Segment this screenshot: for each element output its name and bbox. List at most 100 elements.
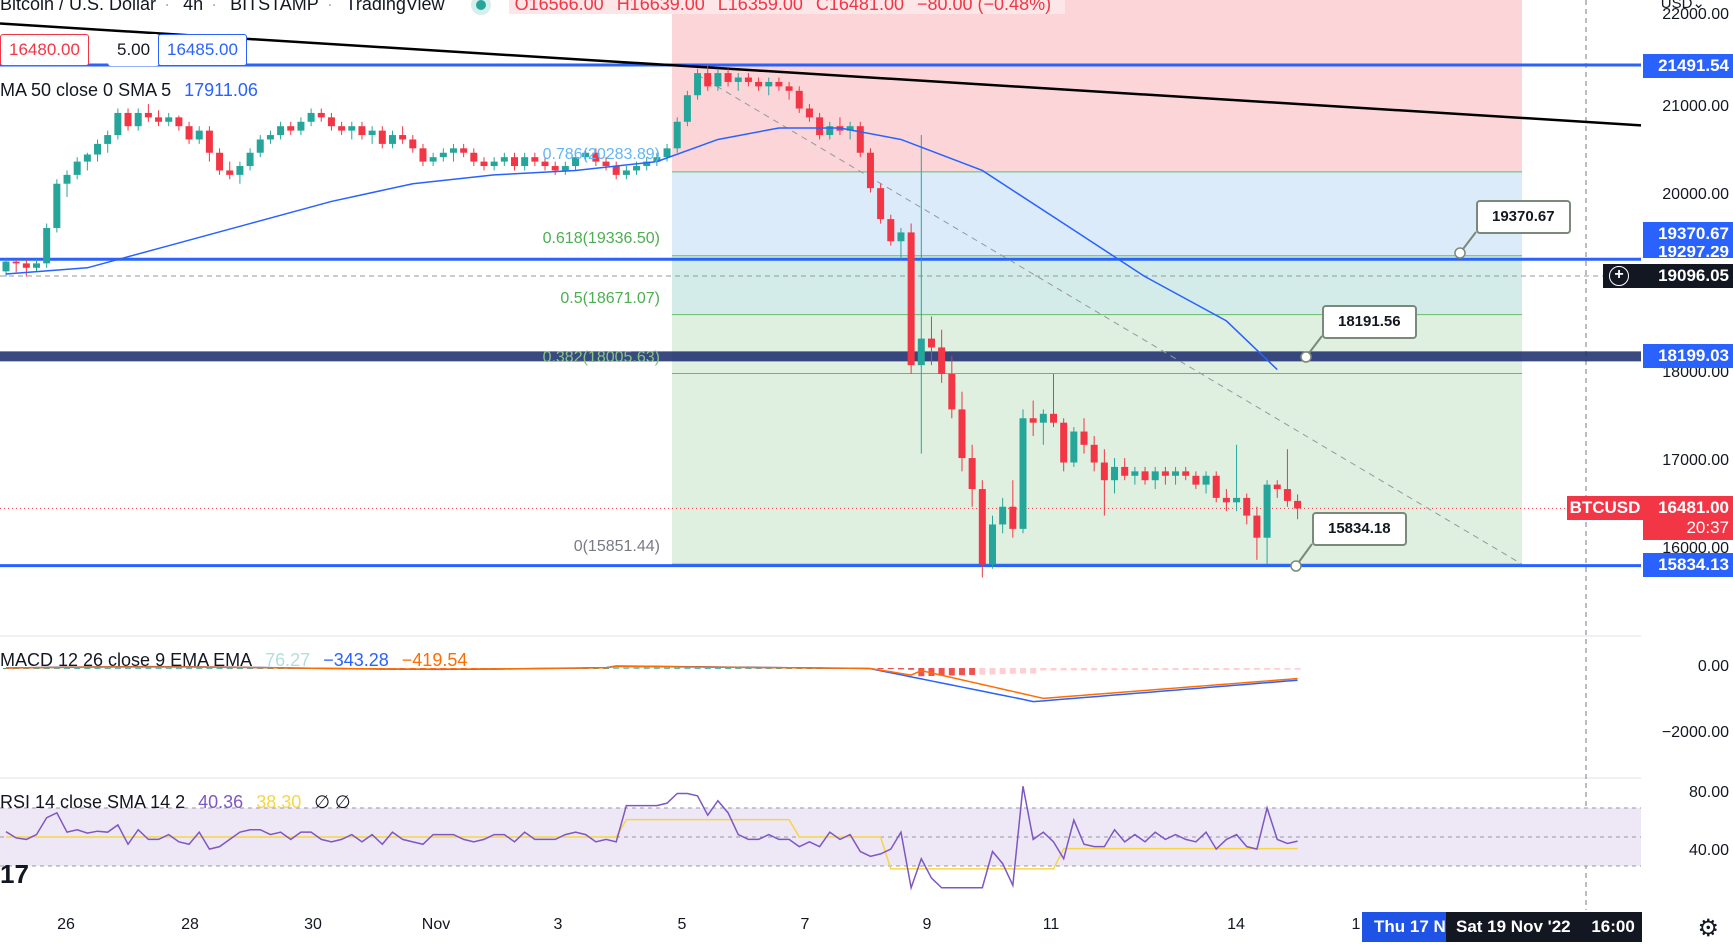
- candle-body: [175, 117, 183, 127]
- candle-body: [734, 77, 742, 82]
- macd-histogram-bar: [135, 667, 142, 669]
- macd-histogram-bar: [969, 668, 976, 675]
- fib-zone: [672, 0, 1522, 172]
- macd-histogram-bar: [1192, 668, 1199, 670]
- ma-value: 17911.06: [184, 80, 258, 100]
- candle-body: [53, 183, 61, 228]
- candle-body: [877, 188, 885, 220]
- candle-body: [856, 126, 864, 153]
- rsi-label: RSI 14 close SMA 14 2: [0, 792, 186, 812]
- macd-histogram-bar: [725, 667, 732, 669]
- candle-body: [744, 77, 752, 82]
- candle-body: [968, 458, 976, 490]
- currency-label: USD: [1660, 0, 1693, 12]
- plus-icon[interactable]: +: [1609, 266, 1629, 286]
- fib-label-0786: 0.786(20283.89): [542, 146, 660, 163]
- rsi-sma-line: [6, 818, 1298, 870]
- candle-body: [582, 152, 590, 158]
- candle-body: [612, 166, 620, 175]
- ohlc-change: −80.00 (−0.48%): [916, 0, 1052, 14]
- candle-body: [409, 139, 417, 149]
- candle-body: [785, 86, 793, 91]
- macd-histogram-bar: [1264, 668, 1271, 670]
- interval: 4h: [183, 0, 204, 14]
- candle-body: [653, 157, 661, 162]
- price-axis-label: 17000.00: [1662, 452, 1729, 469]
- price-tag-level: 21491.54: [1643, 54, 1733, 78]
- candle-body: [755, 81, 763, 87]
- time-axis-label: 30: [304, 916, 322, 933]
- candle-body: [1172, 471, 1180, 476]
- candle-body: [907, 232, 915, 366]
- candle-body: [948, 374, 956, 410]
- macd-histogram-bar: [979, 668, 986, 675]
- candle-body: [683, 95, 691, 122]
- macd-histogram-bar: [1040, 668, 1047, 671]
- candle-body: [958, 409, 966, 459]
- candle-body: [1151, 471, 1159, 481]
- candle-body: [714, 73, 722, 87]
- price-tag-level: 15834.13: [1643, 553, 1733, 577]
- macd-histogram-bar: [1009, 668, 1016, 674]
- price-callout[interactable]: 15834.18: [1312, 512, 1407, 546]
- macd-histogram-bar: [908, 668, 915, 670]
- candle-body: [826, 126, 834, 136]
- tradingview-logo[interactable]: 17: [0, 859, 29, 889]
- macd-histogram-bar: [623, 667, 630, 669]
- candle-body: [1090, 444, 1098, 463]
- candle-body: [938, 347, 946, 374]
- last-price-tag: 16481.00 20:37: [1643, 496, 1733, 540]
- macd-legend[interactable]: MACD 12 26 close 9 EMA EMA 76.27 −343.28…: [0, 650, 475, 671]
- macd-histogram-bar: [155, 667, 162, 669]
- candle-body: [1039, 413, 1047, 423]
- macd-histogram-bar: [1050, 668, 1057, 671]
- macd-histogram-bar: [53, 667, 60, 669]
- macd-histogram-bar: [999, 668, 1006, 675]
- candle-body: [1283, 489, 1291, 501]
- macd-histogram-bar: [755, 667, 762, 669]
- candle-body: [1009, 506, 1017, 529]
- buy-button[interactable]: 16485.00: [158, 34, 247, 66]
- candle-body: [348, 126, 356, 131]
- macd-histogram-bar: [216, 667, 223, 669]
- candle-body: [1131, 471, 1139, 476]
- symbol-tag: BTCUSD: [1567, 496, 1643, 520]
- sell-button[interactable]: 16480.00: [0, 34, 89, 66]
- time-axis-label: 7: [800, 916, 810, 933]
- candle-body: [358, 126, 366, 136]
- macd-histogram-bar: [145, 667, 152, 669]
- countdown: 20:37: [1686, 518, 1729, 537]
- macd-signal-value: −419.54: [401, 650, 468, 670]
- rsi-axis-label: 40.00: [1688, 842, 1729, 859]
- ohlc-close: C16481.00: [815, 0, 904, 14]
- candle-body: [592, 152, 600, 162]
- currency-selector[interactable]: USD⌄: [1661, 0, 1705, 12]
- candle-body: [724, 73, 732, 82]
- candle-body: [449, 148, 457, 153]
- candle-body: [22, 263, 30, 268]
- trend-line: [0, 22, 1642, 127]
- candle-body: [1029, 418, 1037, 423]
- macd-histogram-bar: [226, 667, 233, 669]
- macd-histogram-bar: [84, 667, 91, 669]
- candle-body: [307, 112, 315, 122]
- macd-histogram-bar: [745, 667, 752, 669]
- price-callout[interactable]: 18191.56: [1322, 305, 1417, 339]
- macd-axis-label: −2000.00: [1661, 724, 1729, 741]
- candle-body: [1253, 515, 1261, 538]
- candle-body: [704, 73, 712, 87]
- time-range-start: Thu 17 N: [1374, 917, 1446, 936]
- gear-icon[interactable]: ⚙: [1697, 915, 1719, 942]
- macd-histogram-bar: [765, 667, 772, 669]
- macd-histogram-bar: [1284, 668, 1291, 670]
- macd-histogram-bar: [94, 667, 101, 669]
- ma-line: [5, 127, 1278, 371]
- candle-body: [216, 152, 224, 171]
- time-axis-label: 11: [1042, 916, 1060, 933]
- macd-histogram-bar: [1233, 668, 1240, 670]
- ma-legend[interactable]: MA 50 close 0 SMA 5 17911.06: [0, 80, 266, 101]
- price-callout[interactable]: 19370.67: [1476, 200, 1571, 234]
- candle-body: [246, 152, 254, 167]
- time-axis-label: Nov: [421, 916, 451, 933]
- rsi-legend[interactable]: RSI 14 close SMA 14 2 40.36 38.30 ∅ ∅: [0, 792, 359, 813]
